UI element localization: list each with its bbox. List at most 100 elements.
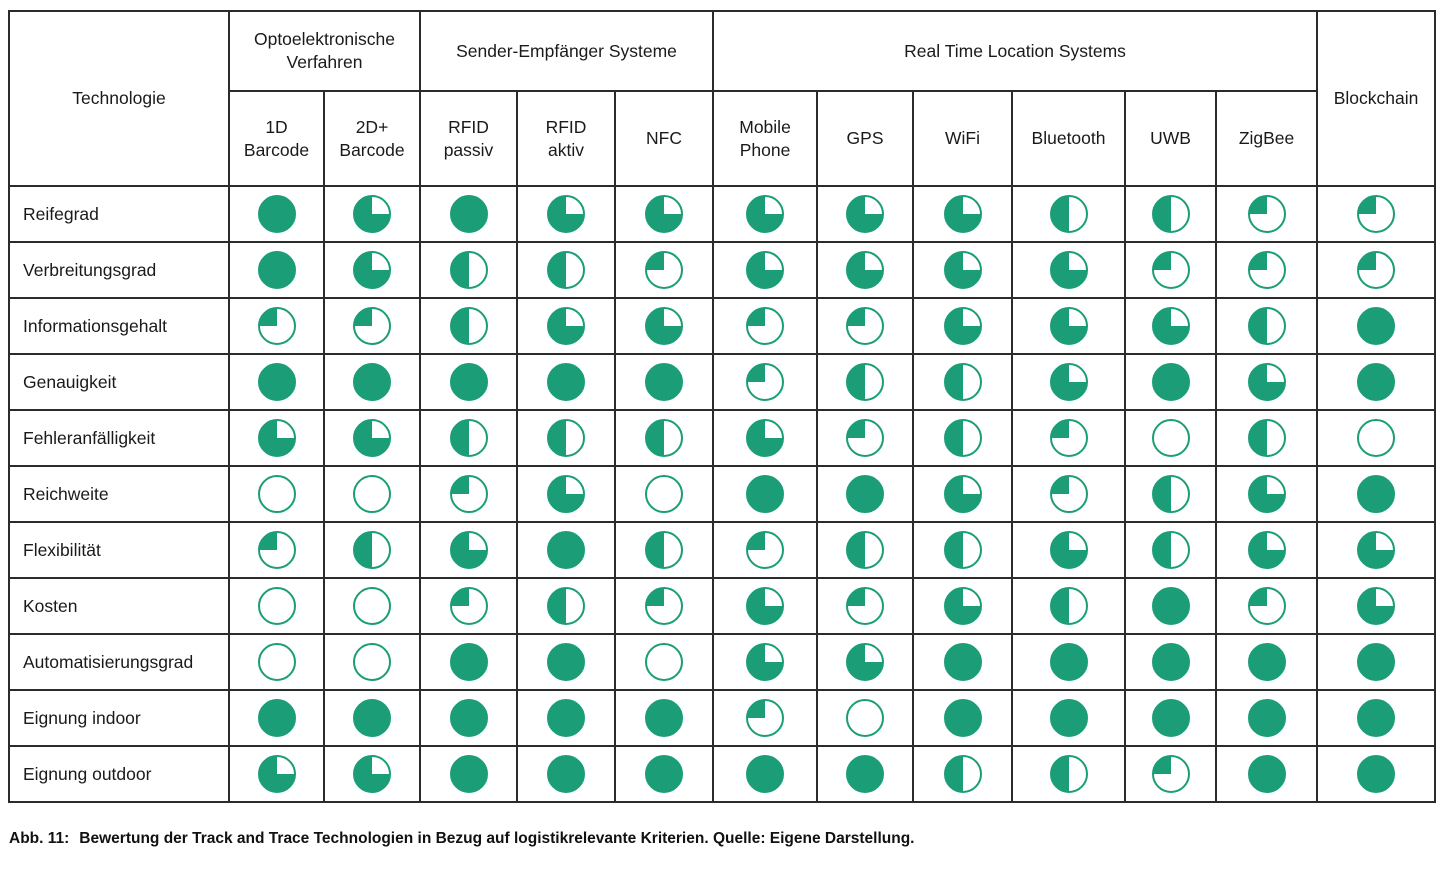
rating-cell <box>912 241 1014 299</box>
rating-cell <box>1124 241 1218 299</box>
harvey-ball-icon <box>1151 755 1190 793</box>
harvey-ball-icon <box>257 475 296 513</box>
criterion-label: Kosten <box>8 577 230 635</box>
rating-cell <box>912 745 1014 803</box>
harvey-ball-icon <box>943 195 982 233</box>
harvey-ball-icon <box>1151 251 1190 289</box>
column-header: Mobile Phone <box>712 90 819 187</box>
harvey-ball-icon <box>846 307 885 345</box>
harvey-ball-icon <box>1049 475 1088 513</box>
harvey-ball-icon <box>257 531 296 569</box>
rating-cell <box>323 521 421 579</box>
harvey-ball-icon <box>353 587 391 625</box>
rating-cell <box>1316 577 1437 635</box>
harvey-ball-icon <box>943 419 982 457</box>
rating-cell <box>912 185 1014 243</box>
harvey-ball-icon <box>746 755 785 793</box>
criterion-label: Automatisierungsgrad <box>8 633 230 691</box>
harvey-ball-icon <box>746 195 785 233</box>
rating-cell <box>1124 745 1218 803</box>
harvey-ball-icon <box>943 363 982 401</box>
rating-cell <box>1124 185 1218 243</box>
harvey-ball-icon <box>547 699 585 737</box>
rating-cell <box>1316 409 1437 467</box>
rating-cell <box>1011 297 1127 355</box>
harvey-ball-icon <box>943 755 982 793</box>
harvey-ball-icon <box>449 699 488 737</box>
rating-cell <box>1215 577 1319 635</box>
harvey-ball-icon <box>1049 195 1088 233</box>
harvey-ball-icon <box>1357 643 1396 681</box>
rating-cell <box>516 633 616 691</box>
harvey-ball-icon <box>257 587 296 625</box>
column-header: WiFi <box>912 90 1014 187</box>
harvey-ball-icon <box>1247 755 1286 793</box>
column-header: ZigBee <box>1215 90 1319 187</box>
harvey-ball-icon <box>1247 587 1286 625</box>
harvey-ball-icon <box>1247 251 1286 289</box>
rating-cell <box>1215 689 1319 747</box>
harvey-ball-icon <box>846 699 885 737</box>
rating-cell <box>419 409 518 467</box>
harvey-ball-icon <box>449 475 488 513</box>
rating-cell <box>1124 689 1218 747</box>
table-header: Technologie Optoelektronische Verfahren Se… <box>8 10 1437 187</box>
harvey-ball-icon <box>257 699 296 737</box>
rating-cell <box>816 689 915 747</box>
harvey-ball-icon <box>1049 643 1088 681</box>
harvey-ball-icon <box>746 307 785 345</box>
rating-cell <box>1316 745 1437 803</box>
criterion-label: Informationsgehalt <box>8 297 230 355</box>
harvey-ball-icon <box>746 475 785 513</box>
harvey-ball-icon <box>1357 307 1396 345</box>
harvey-ball-icon <box>449 531 488 569</box>
harvey-ball-icon <box>1357 755 1396 793</box>
rating-cell <box>1316 633 1437 691</box>
rating-cell <box>516 297 616 355</box>
rating-cell <box>816 465 915 523</box>
harvey-ball-icon <box>449 307 488 345</box>
table-row: Reifegrad <box>8 185 1437 243</box>
rating-cell <box>323 353 421 411</box>
harvey-ball-icon <box>645 531 684 569</box>
rating-cell <box>323 241 421 299</box>
rating-cell <box>228 185 325 243</box>
harvey-ball-icon <box>1357 699 1396 737</box>
rating-cell <box>912 577 1014 635</box>
rating-cell <box>912 633 1014 691</box>
harvey-ball-icon <box>746 643 785 681</box>
rating-cell <box>419 745 518 803</box>
rating-cell <box>1316 521 1437 579</box>
harvey-ball-icon <box>257 755 296 793</box>
rating-cell <box>816 185 915 243</box>
harvey-ball-icon <box>1247 195 1286 233</box>
rating-cell <box>912 521 1014 579</box>
harvey-ball-icon <box>353 643 391 681</box>
table-body: Reifegrad Verbreitungsgrad Informationsgeh… <box>8 185 1437 803</box>
rating-cell <box>419 465 518 523</box>
harvey-ball-icon <box>846 251 885 289</box>
rating-cell <box>1011 521 1127 579</box>
harvey-ball-icon <box>1151 699 1190 737</box>
harvey-ball-icon <box>645 195 684 233</box>
harvey-ball-icon <box>449 251 488 289</box>
harvey-ball-icon <box>353 363 391 401</box>
harvey-ball-icon <box>645 643 684 681</box>
rating-cell <box>1215 465 1319 523</box>
rating-cell <box>228 577 325 635</box>
rating-cell <box>228 745 325 803</box>
criterion-label: Reichweite <box>8 465 230 523</box>
harvey-ball-icon <box>746 531 785 569</box>
harvey-ball-icon <box>943 251 982 289</box>
harvey-ball-icon <box>257 363 296 401</box>
rating-cell <box>712 689 819 747</box>
harvey-ball-icon <box>1247 419 1286 457</box>
harvey-ball-icon <box>1049 531 1088 569</box>
rating-cell <box>613 297 715 355</box>
harvey-ball-icon <box>547 587 585 625</box>
rating-cell <box>1011 689 1127 747</box>
rating-cell <box>1215 297 1319 355</box>
column-header: RFID passiv <box>419 90 518 187</box>
table-row: Automatisierungsgrad <box>8 633 1437 691</box>
harvey-ball-icon <box>1357 419 1396 457</box>
